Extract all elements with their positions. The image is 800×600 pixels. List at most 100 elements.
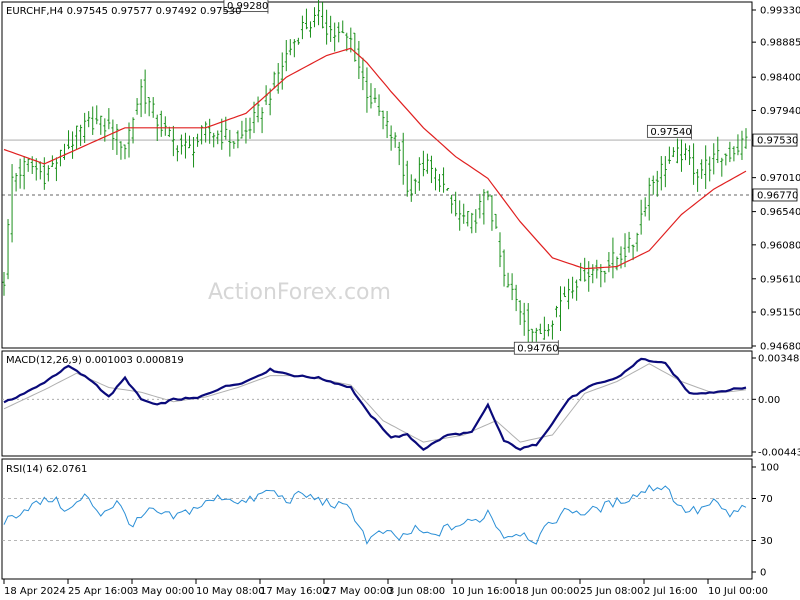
price-tick-label: 0.95610 — [760, 274, 800, 285]
price-bar — [159, 110, 163, 137]
macd-tick-label: 0.00 — [758, 395, 780, 406]
macd-title: MACD(12,26,9) 0.001003 0.000819 — [6, 355, 184, 366]
price-tick-label: 0.99330 — [760, 6, 800, 17]
price-bar — [514, 284, 518, 312]
price-bar — [268, 88, 272, 116]
price-bar — [325, 9, 329, 45]
price-bar — [50, 155, 54, 167]
price-bar — [171, 125, 175, 157]
price-tick-label: 0.96080 — [760, 240, 800, 251]
price-bar — [571, 276, 575, 299]
macd-signal-line — [3, 363, 747, 443]
price-bar — [421, 150, 425, 177]
price-bar — [417, 157, 421, 191]
price-tick-label: 0.97940 — [760, 106, 800, 117]
rsi-series — [2, 484, 752, 545]
moving-average-line — [3, 47, 747, 270]
price-bar — [22, 155, 26, 190]
price-bar — [54, 157, 58, 182]
price-bar — [260, 107, 264, 134]
price-label-text: 0.96770 — [757, 190, 798, 201]
price-bar — [607, 252, 611, 273]
macd-series — [2, 357, 752, 451]
price-bar — [470, 212, 474, 234]
price-bar — [583, 257, 587, 282]
price-bar — [46, 165, 50, 182]
price-bar — [280, 52, 284, 90]
price-bar — [71, 131, 75, 159]
price-bar — [542, 316, 546, 340]
macd-tick-label: -0.004436 — [758, 448, 800, 459]
price-bar — [296, 37, 300, 45]
price-bar — [429, 155, 433, 184]
price-bar — [679, 139, 683, 172]
price-bar — [204, 121, 208, 143]
price-tick-label: 0.94680 — [760, 342, 800, 353]
price-bar — [10, 164, 14, 243]
price-bar — [216, 130, 220, 145]
price-bar — [240, 120, 244, 139]
price-bar — [740, 130, 744, 160]
price-bar — [667, 146, 671, 164]
price-bar — [353, 32, 357, 62]
macd-line — [3, 357, 747, 451]
price-bar — [167, 126, 171, 138]
price-bar — [559, 286, 562, 332]
price-bar — [341, 20, 345, 34]
price-bar — [688, 145, 692, 165]
price-bar — [317, 0, 321, 26]
price-bar — [696, 169, 700, 192]
annotation-label: 0.97540 — [650, 127, 691, 138]
rsi-title: RSI(14) 62.0761 — [6, 464, 87, 475]
price-bar — [603, 270, 607, 283]
rsi-panel — [1, 458, 753, 580]
price-bar — [304, 8, 308, 30]
price-bar — [502, 249, 506, 287]
price-bar — [151, 97, 155, 118]
price-bar — [95, 105, 99, 125]
price-bar — [728, 141, 732, 163]
price-bar — [712, 143, 716, 175]
price-bar — [208, 118, 212, 144]
price-bar — [506, 272, 510, 288]
price-bar — [534, 327, 538, 342]
price-bar — [192, 136, 196, 168]
x-tick-label: 25 Jun 08:00 — [580, 586, 644, 597]
price-tick-label: 0.97010 — [760, 173, 800, 184]
price-bar — [284, 40, 288, 72]
price-label-text: 0.97530 — [757, 136, 798, 147]
rsi-tick-label: 0 — [760, 568, 766, 579]
x-tick-label: 3 Jun 08:00 — [388, 586, 445, 597]
price-bar — [236, 130, 240, 149]
price-tick-label: 0.98885 — [760, 38, 800, 49]
annotation-label: 0.94760 — [517, 344, 558, 355]
price-bar — [79, 124, 83, 146]
price-bar — [587, 261, 591, 292]
price-bar — [651, 175, 655, 195]
price-bar — [635, 232, 639, 252]
rsi-tick-label: 70 — [760, 494, 773, 505]
price-bar — [413, 178, 417, 195]
price-bar — [123, 144, 127, 160]
price-bar — [700, 159, 704, 179]
price-bar — [671, 147, 675, 158]
price-bar — [538, 323, 542, 335]
price-bar — [163, 116, 167, 136]
price-bar — [6, 219, 10, 280]
rsi-tick-label: 30 — [760, 536, 773, 547]
price-bar — [663, 156, 667, 188]
price-bar — [446, 187, 450, 191]
price-bar — [135, 98, 139, 115]
price-bar — [212, 132, 216, 148]
price-label-box — [752, 133, 798, 147]
price-bar — [623, 233, 627, 268]
price-bar — [67, 130, 71, 150]
price-bar — [627, 231, 631, 253]
price-bar — [385, 110, 389, 139]
annotation-box — [513, 341, 559, 355]
price-bar — [18, 158, 22, 189]
price-bar — [498, 232, 502, 268]
price-bar — [567, 278, 571, 310]
x-tick-label: 10 May 08:00 — [196, 586, 265, 597]
